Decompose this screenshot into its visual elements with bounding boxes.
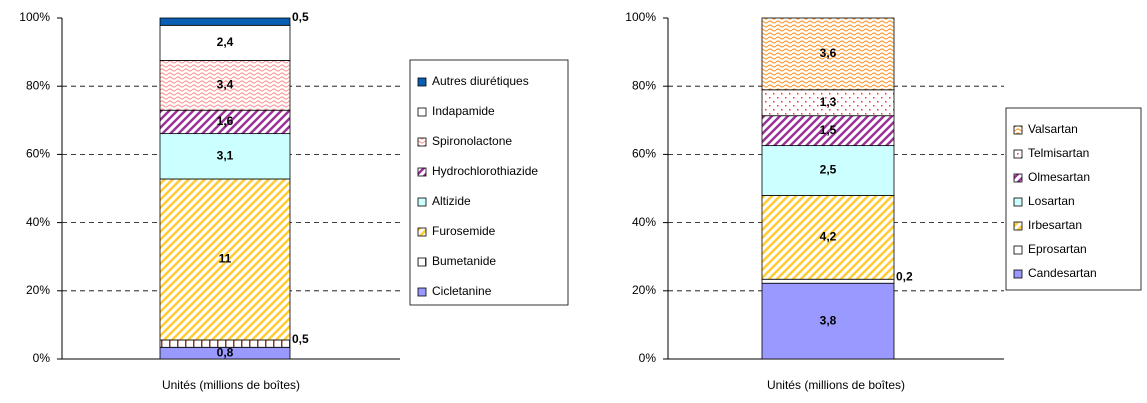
bar-segment — [159, 17, 291, 26]
legend-label: Spironolactone — [432, 134, 512, 148]
bar-segment — [159, 24, 291, 61]
legend-label: Bumetanide — [432, 254, 496, 268]
y-tick-label: 20% — [632, 283, 656, 297]
bar-segment — [761, 115, 895, 147]
legend-swatch — [1013, 221, 1023, 231]
value-label: 2,5 — [820, 163, 837, 177]
bar-segment — [159, 133, 291, 180]
legend-box — [1005, 107, 1142, 291]
legend-swatch — [1013, 173, 1023, 183]
bar-segment — [159, 178, 291, 341]
y-tick-label: 0% — [639, 351, 657, 365]
value-label: 3,6 — [820, 46, 837, 60]
legend-label: Indapamide — [432, 104, 495, 118]
bar-segment — [761, 145, 895, 196]
legend-label: Furosemide — [432, 224, 496, 238]
y-tick-label: 100% — [19, 10, 50, 24]
value-label: 2,4 — [217, 35, 234, 49]
value-label: 1,6 — [217, 114, 234, 128]
value-label: 3,4 — [217, 77, 234, 91]
legend-label: Altizide — [432, 194, 471, 208]
legend-label: Cicletanine — [432, 284, 492, 298]
legend-swatch — [1013, 197, 1023, 207]
legend-label: Valsartan — [1028, 122, 1078, 136]
x-axis-label: Unités (millions de boîtes) — [767, 378, 905, 392]
legend-label: Olmesartan — [1028, 170, 1090, 184]
value-label: 0,5 — [292, 10, 309, 24]
legend-box — [409, 59, 569, 306]
bar-segment — [761, 282, 895, 360]
bar-segment — [159, 60, 291, 111]
legend-swatch — [1013, 125, 1023, 135]
bar-segment — [761, 195, 895, 280]
legend-label: Telmisartan — [1028, 146, 1089, 160]
value-label: 0,2 — [896, 269, 913, 283]
legend-swatch — [1013, 269, 1023, 279]
value-label: 0,8 — [217, 345, 234, 359]
legend-label: Irbesartan — [1028, 218, 1082, 232]
legend-label: Autres diurétiques — [432, 74, 529, 88]
value-label: 3,8 — [820, 313, 837, 327]
x-axis-label: Unités (millions de boîtes) — [162, 378, 300, 392]
y-tick-label: 0% — [33, 351, 51, 365]
y-tick-label: 20% — [26, 283, 50, 297]
legend-swatch — [417, 167, 427, 177]
bar-segment — [761, 278, 895, 284]
value-label: 4,2 — [820, 230, 837, 244]
legend-label: Candesartan — [1028, 266, 1097, 280]
value-label: 1,5 — [820, 123, 837, 137]
legend-label: Hydrochlorothiazide — [432, 164, 538, 178]
value-label: 0,5 — [292, 332, 309, 346]
legend-label: Eprosartan — [1028, 242, 1087, 256]
value-label: 11 — [219, 252, 232, 266]
y-tick-label: 80% — [632, 78, 656, 92]
legend-swatch — [417, 107, 427, 117]
legend-swatch — [1013, 149, 1023, 159]
bar-segment — [761, 17, 895, 91]
legend-swatch — [417, 77, 427, 87]
bar-segment — [761, 89, 895, 117]
legend-swatch — [417, 287, 427, 297]
legend-swatch — [417, 137, 427, 147]
y-tick-label: 40% — [26, 215, 50, 229]
y-tick-label: 100% — [625, 10, 656, 24]
legend-swatch — [1013, 245, 1023, 255]
y-tick-label: 40% — [632, 215, 656, 229]
y-tick-label: 80% — [26, 78, 50, 92]
value-label: 1,3 — [820, 95, 837, 109]
legend-swatch — [417, 197, 427, 207]
legend-swatch — [417, 227, 427, 237]
legend-label: Losartan — [1028, 194, 1075, 208]
legend-swatch — [417, 257, 427, 267]
y-tick-label: 60% — [26, 147, 50, 161]
y-tick-label: 60% — [632, 147, 656, 161]
value-label: 3,1 — [217, 148, 234, 162]
bar-segment — [159, 339, 291, 348]
